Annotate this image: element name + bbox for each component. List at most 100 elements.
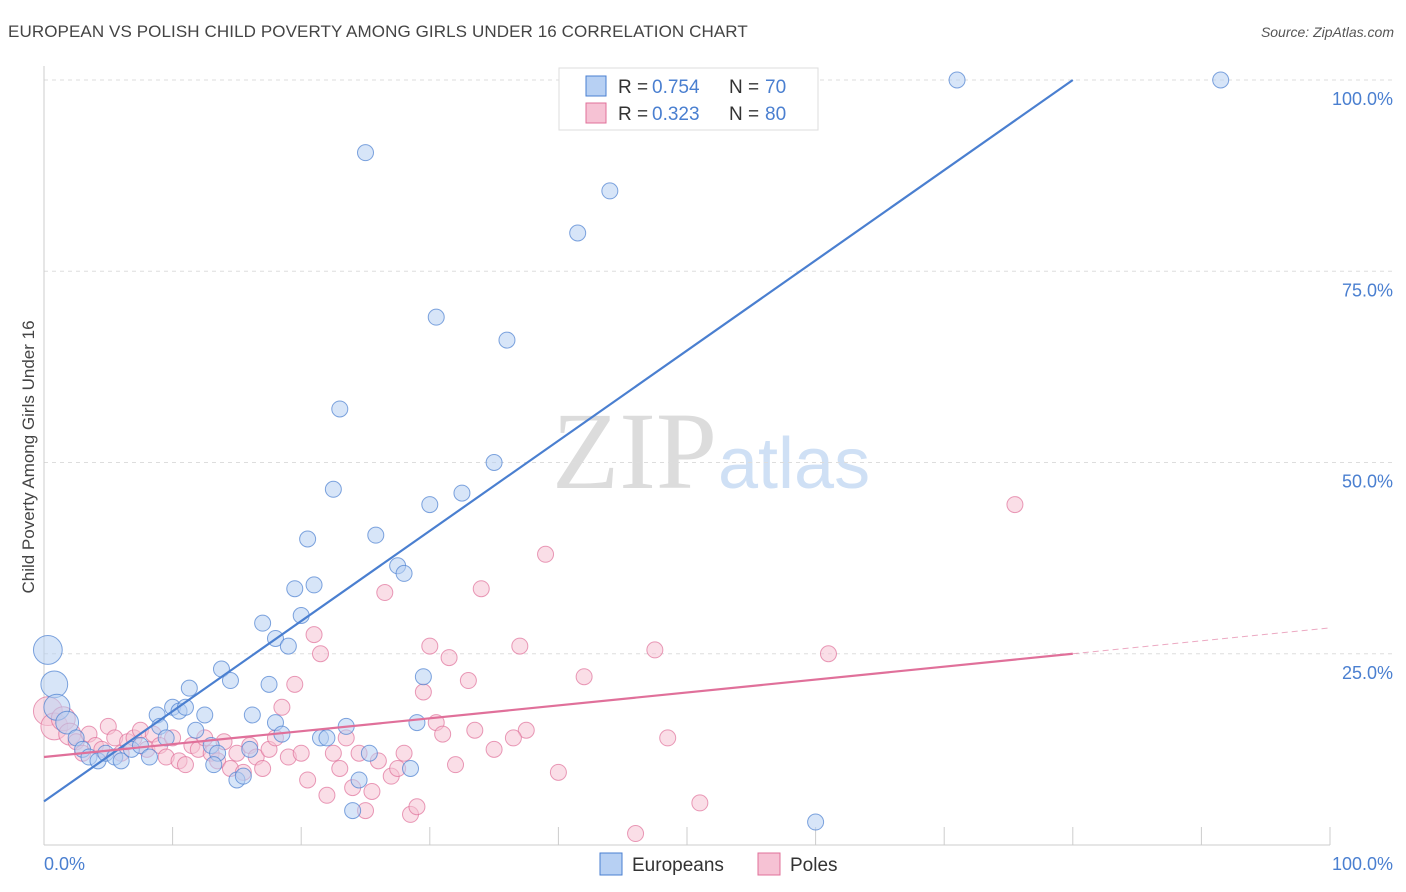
source-label: Source: ZipAtlas.com [1260,24,1394,40]
poles-point [254,760,272,777]
legend-bottom-poles-label: Poles [790,855,838,876]
europeans-point [299,530,317,548]
chart-title: EUROPEAN VS POLISH CHILD POVERTY AMONG G… [8,22,748,41]
europeans-point [453,484,471,502]
watermark: ZIP atlas [552,390,870,512]
poles-series [32,496,1024,843]
europeans-point [360,744,378,762]
legend-top: R = 0.754 N = 70 R = 0.323 N = 80 [558,67,819,131]
poles-point [511,637,529,655]
europeans-point [254,614,272,632]
poles-point [1006,496,1024,514]
y-tick-labels: 25.0% 50.0% 75.0% 100.0% [1332,89,1393,683]
poles-point [575,668,593,686]
poles-point [440,649,458,667]
poles-point [504,729,522,747]
legend-bottom-poles-swatch [757,852,781,876]
poles-point [459,672,477,690]
legend-europeans-n-value: 70 [765,77,786,98]
watermark-atlas: atlas [718,424,870,504]
poles-trendline-extension [1072,627,1331,655]
europeans-point [241,740,259,758]
legend-poles-swatch [585,102,607,124]
europeans-point [305,576,323,594]
poles-point [408,798,426,816]
poles-point [627,825,645,843]
y-tick-label: 100.0% [1332,89,1393,109]
poles-point [311,645,329,663]
europeans-point [318,729,336,747]
europeans-point [485,454,503,471]
legend-bottom: Europeans Poles [599,852,838,876]
legend-bottom-europeans-label: Europeans [632,855,724,876]
poles-point [286,675,304,693]
europeans-point [414,668,432,686]
europeans-point [948,71,966,89]
watermark-zip: ZIP [552,390,717,512]
poles-point [646,641,664,659]
poles-point [517,721,535,739]
legend-europeans-r-label: R = [618,77,648,98]
europeans-point [196,706,214,724]
europeans-point [234,767,252,785]
europeans-point [205,756,223,774]
poles-point [659,729,677,747]
legend-europeans-r-value: 0.754 [652,77,700,98]
poles-point [466,721,484,739]
trendlines [43,79,1331,803]
poles-point [485,740,503,758]
legend-poles-n-value: 80 [765,104,786,125]
europeans-point [367,526,385,544]
europeans-point [1212,71,1230,89]
poles-point [273,698,291,716]
poles-point [421,637,439,655]
europeans-point [807,813,825,831]
europeans-series [32,71,1230,831]
poles-point [299,771,317,789]
poles-point [363,782,381,800]
europeans-point [55,710,80,735]
poles-point [318,786,336,804]
x-tick-label-min: 0.0% [44,854,85,874]
europeans-point [395,564,413,582]
legend-bottom-europeans-swatch [599,852,623,876]
poles-point [691,794,709,812]
poles-point [549,763,567,781]
europeans-point [601,182,619,200]
poles-point [447,756,465,774]
poles-point [395,744,413,762]
y-tick-label: 75.0% [1342,280,1393,300]
europeans-point [324,480,342,498]
europeans-point [260,675,278,693]
poles-point [537,545,555,563]
europeans-point [279,637,297,655]
europeans-point [350,771,368,789]
europeans-point [402,760,420,777]
poles-point [434,725,452,743]
europeans-point [32,635,63,665]
europeans-point [243,706,261,724]
europeans-point [331,400,349,418]
y-tick-label: 50.0% [1342,472,1393,492]
poles-point [305,626,323,644]
poles-point [292,744,310,762]
europeans-point [421,496,439,514]
poles-point [819,645,837,663]
europeans-point [498,331,516,349]
europeans-point [157,729,175,747]
europeans-point [569,224,587,242]
y-axis-label: Child Poverty Among Girls Under 16 [19,320,38,593]
europeans-point [357,144,374,162]
europeans-point [408,714,426,732]
europeans-point [427,308,445,326]
europeans-point [344,802,362,820]
x-tick-label-max: 100.0% [1332,854,1393,874]
poles-trendline [43,652,1073,759]
legend-europeans-n-label: N = [729,77,759,98]
poles-point [324,744,342,762]
poles-point [472,580,490,598]
y-tick-label: 25.0% [1342,663,1393,683]
poles-point [331,760,349,777]
europeans-point [286,580,304,598]
